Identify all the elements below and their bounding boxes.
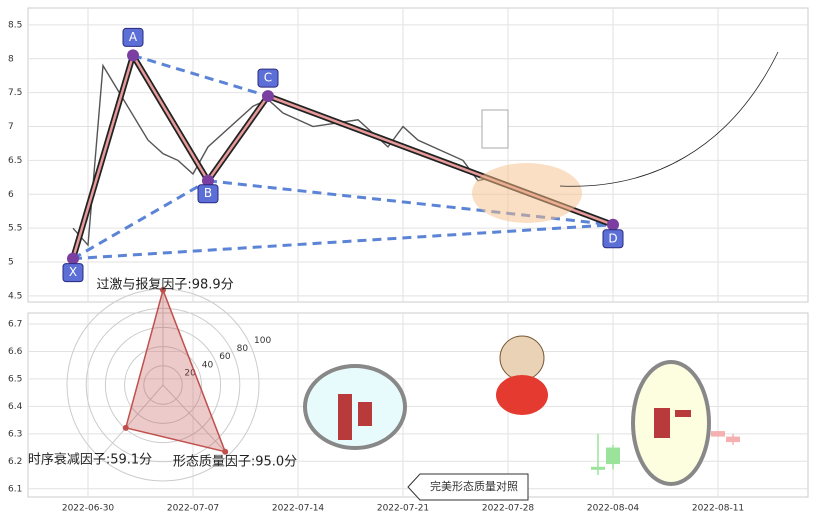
candle-body: [726, 436, 740, 443]
point-label: A: [129, 30, 138, 44]
y-tick-label: 5.5: [8, 224, 22, 234]
icon: [675, 410, 691, 417]
radar-label: 时序衰减因子:59.1分: [28, 452, 152, 468]
radar-tick-label: 80: [237, 344, 249, 354]
pattern-point: [202, 174, 214, 187]
radar-area: [124, 287, 227, 453]
point-label: D: [608, 231, 617, 245]
point-label: C: [264, 71, 272, 85]
target-zone: [472, 163, 582, 223]
point-badge: [257, 68, 279, 88]
compare-oval: [303, 364, 407, 450]
button-label[interactable]: 完美形态质量对照: [430, 479, 518, 493]
pattern-dash: [207, 179, 614, 227]
compare-oval: [631, 360, 711, 486]
point-badge: [197, 184, 219, 204]
candle-body: [606, 447, 620, 465]
y-tick-label: 6.5: [8, 156, 22, 166]
pattern-dash: [72, 223, 614, 261]
pattern-point: [607, 218, 619, 231]
mascot-small: [481, 109, 509, 149]
y-tick-label: 6: [8, 190, 14, 200]
y-tick-label: 8: [8, 54, 14, 64]
point-badge: [602, 229, 624, 249]
y-tick-label: 7.5: [8, 88, 22, 98]
y-tick-label: 6.2: [8, 457, 22, 467]
y-tick-label: 6.4: [8, 402, 23, 412]
radar-point: [122, 424, 129, 431]
x-tick-label: 2022-06-30: [62, 504, 115, 514]
y-tick-label: 6.7: [8, 319, 22, 329]
y-tick-label: 6.6: [8, 347, 23, 357]
radar-spoke: [162, 384, 229, 456]
point-badge: [62, 263, 84, 283]
point-label: B: [204, 186, 212, 200]
point-label: X: [69, 265, 77, 279]
radar-tick-label: 40: [202, 360, 214, 370]
radar-label: 形态质量因子:95.0分: [173, 455, 297, 470]
candle-body: [711, 431, 725, 437]
pattern-point: [262, 90, 274, 103]
radar-point: [222, 448, 229, 455]
button-shape[interactable]: [407, 473, 529, 501]
y-tick-label: 7: [8, 122, 14, 132]
mascot: [499, 335, 545, 381]
point-badge: [122, 27, 144, 47]
mascot: [496, 375, 548, 415]
y-tick-label: 6.1: [8, 484, 22, 494]
radar-tick-label: 20: [184, 368, 196, 378]
radar-tick-label: 100: [254, 336, 271, 346]
y-tick-label: 6.3: [8, 429, 22, 439]
x-tick-label: 2022-07-07: [167, 504, 219, 514]
pattern-leg: [71, 55, 135, 259]
radar-tick-label: 60: [219, 352, 231, 362]
y-tick-label: 6.5: [8, 374, 22, 384]
x-tick-label: 2022-07-14: [272, 504, 325, 514]
pattern-dash: [72, 179, 209, 260]
x-tick-label: 2022-08-04: [587, 504, 640, 514]
icon: [358, 402, 372, 426]
price-line: [72, 63, 494, 247]
x-tick-label: 2022-08-11: [692, 504, 744, 514]
x-tick-label: 2022-07-28: [482, 504, 535, 514]
top-panel: [27, 7, 809, 303]
pattern-leg: [131, 54, 210, 182]
icon: [654, 408, 670, 438]
candle-body: [591, 466, 605, 470]
projection-curve: [559, 51, 779, 187]
y-tick-label: 4.5: [8, 291, 22, 301]
icon: [338, 394, 352, 440]
pattern-point: [127, 49, 139, 62]
radar-label: 过激与报复因子:98.9分: [96, 278, 233, 293]
y-tick-label: 5: [8, 258, 14, 268]
x-tick-label: 2022-07-21: [377, 504, 429, 514]
radar-point: [160, 287, 166, 294]
pattern-leg: [206, 95, 270, 182]
pattern-dash: [132, 53, 269, 98]
radar-spoke: [99, 384, 164, 458]
pattern-point: [67, 252, 79, 265]
button[interactable]: 完美形态质量对照: [407, 473, 529, 501]
y-tick-label: 8.5: [8, 20, 22, 30]
